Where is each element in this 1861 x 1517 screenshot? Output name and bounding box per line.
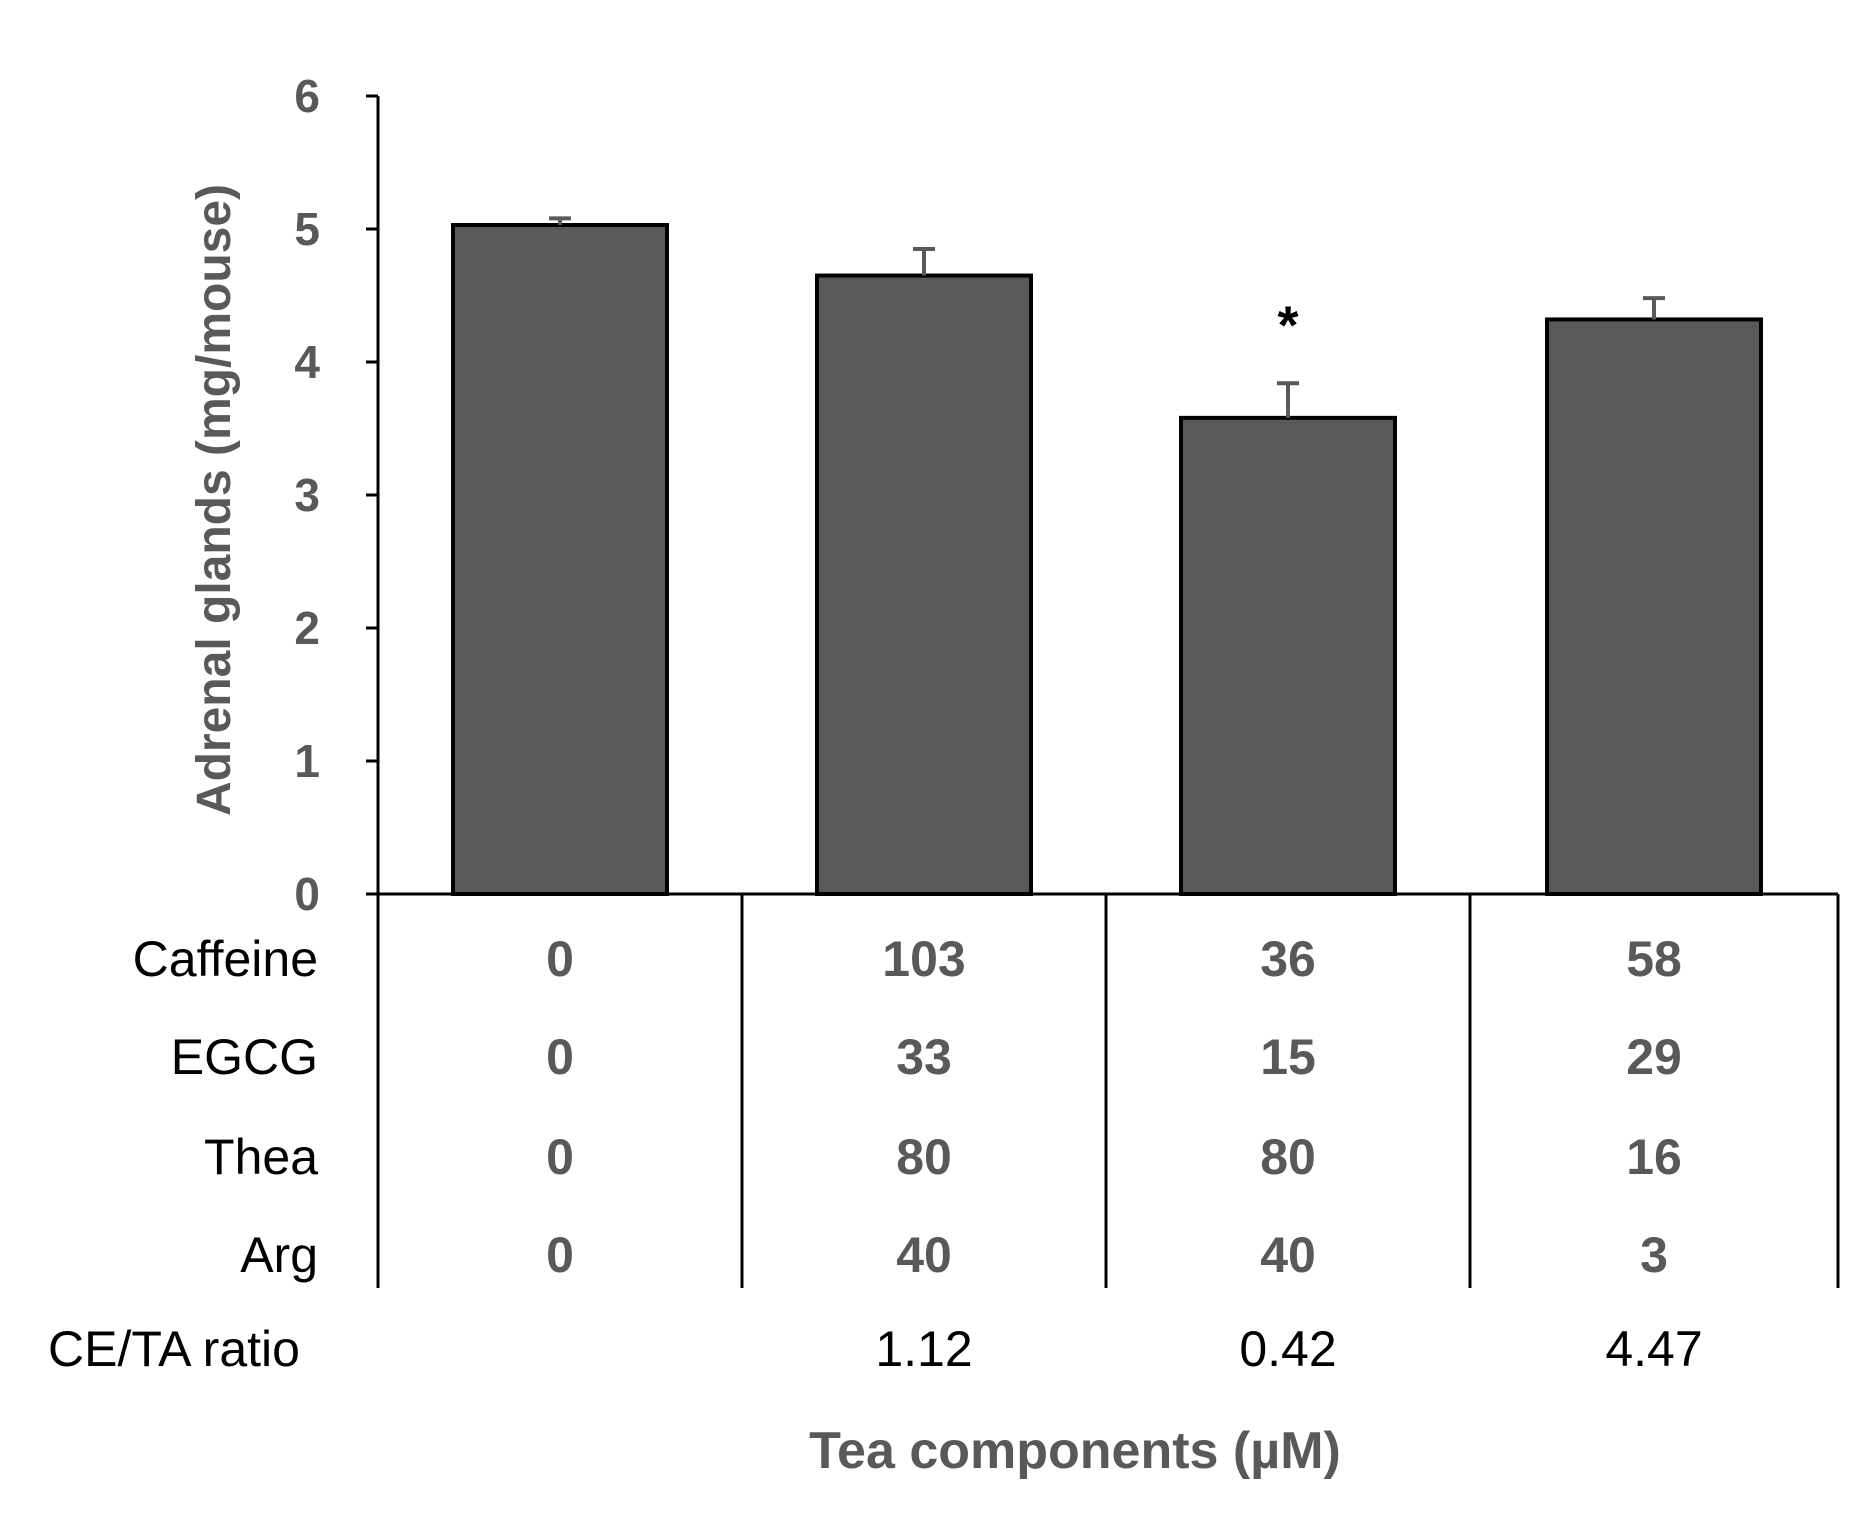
y-tick-label: 3 <box>294 469 320 521</box>
table-cell: 36 <box>1260 931 1316 987</box>
bar <box>1545 317 1763 896</box>
table-cell: 103 <box>882 931 965 987</box>
table-row-label: Arg <box>240 1227 318 1283</box>
table-cell: 0 <box>546 931 574 987</box>
table-cell: 15 <box>1260 1029 1316 1085</box>
table-cell: 0 <box>546 1227 574 1283</box>
bar <box>451 223 669 896</box>
bar <box>815 273 1033 896</box>
significance-marker: * <box>1277 295 1298 355</box>
table-row-label: EGCG <box>171 1029 318 1085</box>
table-cell: 58 <box>1626 931 1682 987</box>
y-axis-title: Adrenal glands (mg/mouse) <box>188 184 241 816</box>
table-cell: 29 <box>1626 1029 1682 1085</box>
y-tick-label: 4 <box>294 336 320 388</box>
ratio-value: 0.42 <box>1239 1321 1336 1377</box>
component-table: Caffeine 0 103 36 58 EGCG 0 33 15 29 Thea 0 80 80 16 Ar… <box>48 931 1703 1377</box>
x-axis-title: Tea components (µM) <box>809 1422 1341 1480</box>
y-axis: 0 1 2 3 4 5 6 <box>294 70 380 920</box>
ratio-value: 1.12 <box>875 1321 972 1377</box>
ratio-row-label: CE/TA ratio <box>48 1321 300 1377</box>
table-cell: 80 <box>896 1129 952 1185</box>
y-tick-label: 2 <box>294 602 320 654</box>
ratio-value: 4.47 <box>1605 1321 1702 1377</box>
table-cell: 16 <box>1626 1129 1682 1185</box>
y-tick-label: 5 <box>294 203 320 255</box>
table-row-label: Thea <box>204 1129 318 1185</box>
bar <box>1179 415 1397 896</box>
table-grid <box>376 892 1840 1288</box>
table-cell: 40 <box>896 1227 952 1283</box>
table-row-label: Caffeine <box>133 931 318 987</box>
y-tick-label: 6 <box>294 70 320 122</box>
bars: * <box>451 216 1763 896</box>
table-cell: 3 <box>1640 1227 1668 1283</box>
y-tick-label: 0 <box>294 868 320 920</box>
y-tick-label: 1 <box>294 735 320 787</box>
table-cell: 33 <box>896 1029 952 1085</box>
table-cell: 0 <box>546 1029 574 1085</box>
table-cell: 40 <box>1260 1227 1316 1283</box>
table-cell: 0 <box>546 1129 574 1185</box>
table-cell: 80 <box>1260 1129 1316 1185</box>
